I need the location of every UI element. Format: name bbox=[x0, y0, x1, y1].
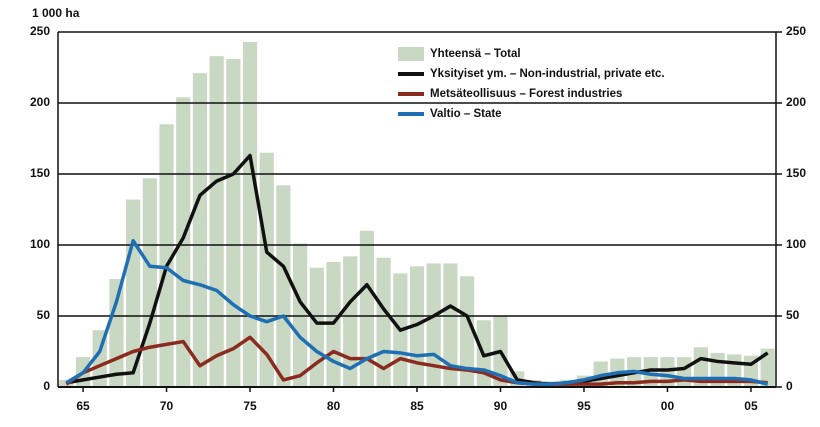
legend: Yhteensä – Total Yksityiset ym. – Non-ind… bbox=[398, 47, 665, 120]
y-tick-label: 150 bbox=[30, 166, 50, 180]
bar bbox=[209, 56, 224, 387]
series-line bbox=[65, 238, 769, 386]
lines bbox=[65, 153, 769, 386]
bar bbox=[677, 357, 692, 387]
bar bbox=[176, 97, 191, 387]
bars bbox=[59, 41, 775, 388]
bar bbox=[443, 263, 458, 387]
x-tick-label: 75 bbox=[243, 399, 257, 413]
x-tick-label: 80 bbox=[327, 399, 341, 413]
y2-tick-label: 50 bbox=[786, 308, 800, 322]
y-tick-label: 50 bbox=[37, 308, 51, 322]
y2-tick-label: 200 bbox=[786, 95, 806, 109]
y2-tick-label: 150 bbox=[786, 166, 806, 180]
bar bbox=[159, 124, 174, 388]
y2-tick-label: 100 bbox=[786, 237, 806, 251]
bar bbox=[309, 267, 324, 387]
bar bbox=[242, 41, 258, 387]
legend-label: Metsäteollisuus – Forest industries bbox=[430, 88, 622, 100]
y-tick-label: 100 bbox=[30, 237, 50, 251]
legend-swatch bbox=[398, 47, 424, 61]
x-tick-label: 05 bbox=[744, 399, 758, 413]
legend-label: Yhteensä – Total bbox=[430, 48, 521, 60]
y2-tick-label: 250 bbox=[786, 24, 806, 38]
x-tick-label: 65 bbox=[76, 399, 90, 413]
bar bbox=[760, 348, 775, 387]
bar bbox=[226, 58, 241, 387]
bar bbox=[459, 276, 475, 387]
legend-label: Valtio – State bbox=[430, 108, 502, 120]
x-tick-label: 95 bbox=[577, 399, 591, 413]
y-tick-label: 200 bbox=[30, 95, 50, 109]
series-line bbox=[65, 335, 768, 386]
x-tick-label: 70 bbox=[160, 399, 174, 413]
y-tick-label: 250 bbox=[30, 24, 50, 38]
x-tick-label: 85 bbox=[410, 399, 424, 413]
series-line bbox=[66, 153, 769, 386]
bar bbox=[359, 230, 375, 387]
legend-label: Yksityiset ym. – Non-industrial, private… bbox=[430, 68, 665, 80]
y-unit-label: 1 000 ha bbox=[32, 6, 80, 20]
bar bbox=[142, 178, 157, 387]
bar bbox=[643, 357, 658, 387]
bar bbox=[276, 185, 291, 387]
bar bbox=[192, 73, 208, 388]
x-tick-label: 90 bbox=[494, 399, 508, 413]
y2-tick-label: 0 bbox=[786, 379, 793, 393]
y-tick-label: 0 bbox=[43, 379, 50, 393]
bar bbox=[343, 256, 358, 387]
x-tick-label: 00 bbox=[661, 399, 675, 413]
bar bbox=[259, 152, 274, 387]
bar bbox=[426, 263, 441, 387]
